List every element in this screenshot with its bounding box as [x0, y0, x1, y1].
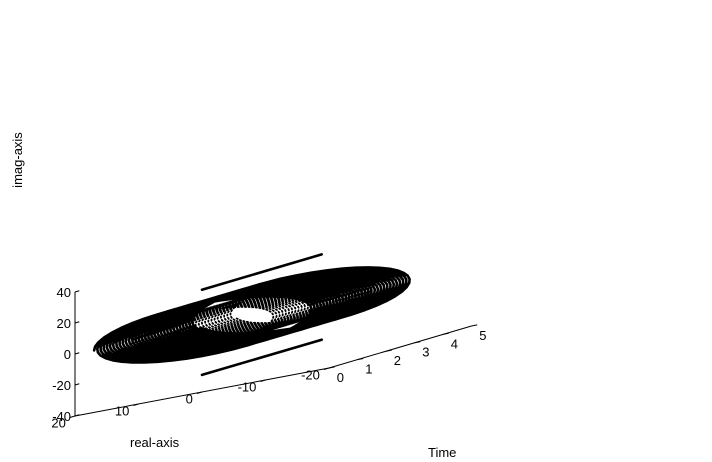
y-tick-label: -10 — [238, 380, 257, 395]
x-tick-label: 1 — [365, 362, 372, 377]
z-tick — [74, 321, 80, 324]
y-tick-label: 20 — [51, 416, 65, 431]
z-tick — [74, 290, 80, 293]
y-tick-label: -20 — [301, 368, 320, 383]
y-axis-label: real-axis — [130, 435, 180, 450]
x-tick — [385, 349, 392, 352]
x-tick — [328, 366, 335, 369]
y-tick-label: 10 — [115, 404, 129, 419]
line-series-3 — [200, 338, 323, 377]
chart-labels: imag-axis real-axis Time — [10, 132, 456, 460]
x-tick-label: 3 — [422, 345, 429, 360]
x-tick — [357, 358, 364, 361]
inner-helix-series — [131, 277, 373, 353]
x-tick — [414, 341, 421, 344]
y-tick — [260, 379, 266, 382]
z-tick-label: 0 — [64, 347, 71, 362]
z-tick — [74, 383, 80, 386]
x-tick-label: 4 — [451, 336, 458, 351]
x-tick — [442, 332, 449, 335]
z-tick — [74, 414, 80, 417]
x-axis-label: Time — [428, 445, 456, 460]
x-tick — [471, 324, 478, 327]
x-tick-label: 2 — [394, 353, 401, 368]
x-tick-label: 5 — [479, 328, 486, 343]
z-tick-label: -40 — [52, 409, 71, 424]
line-series-2 — [200, 253, 323, 291]
y-tick — [323, 367, 330, 370]
y-tick — [69, 415, 76, 418]
chart-series — [92, 253, 411, 377]
z-tick-label: 40 — [57, 285, 71, 300]
y-tick — [133, 403, 139, 406]
z-tick-label: 20 — [57, 316, 71, 331]
z-tick — [74, 352, 80, 355]
z-tick-label: -20 — [52, 378, 71, 393]
z-axis-label: imag-axis — [10, 132, 25, 188]
y-tick-label: 0 — [186, 392, 193, 407]
y-tick — [196, 391, 203, 394]
x-tick-label: 0 — [337, 370, 344, 385]
